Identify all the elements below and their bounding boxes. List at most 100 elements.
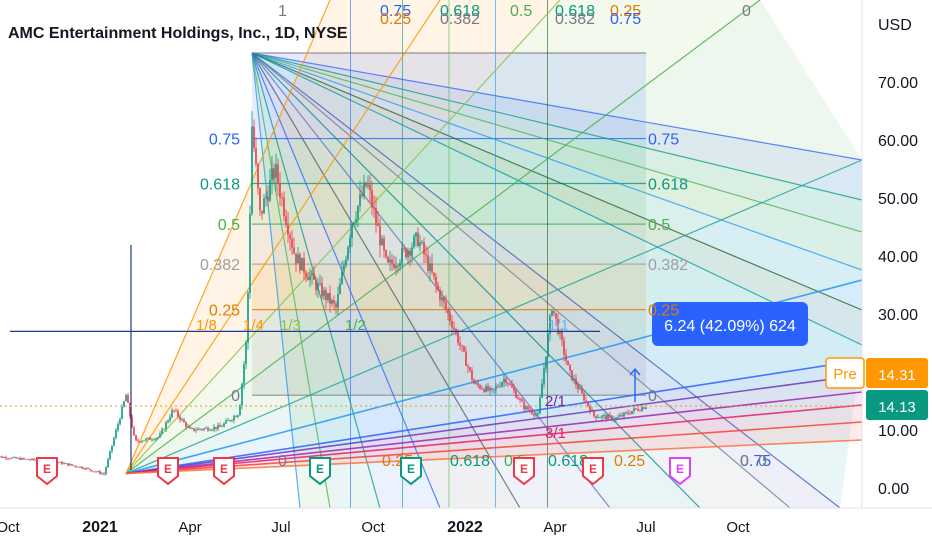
- peak-fan-line[interactable]: [251, 52, 862, 201]
- pre-tag-box: [825, 357, 865, 389]
- chart-title: AMC Entertainment Holdings, Inc., 1D, NY…: [8, 25, 348, 42]
- earnings-marker[interactable]: E: [582, 457, 604, 486]
- origin-fan-line[interactable]: [125, 0, 561, 474]
- earnings-marker[interactable]: E: [400, 457, 422, 486]
- candle-body: [499, 386, 501, 388]
- candle-body: [537, 413, 539, 415]
- retracement-level-label: 0.5: [648, 217, 670, 234]
- earnings-marker[interactable]: E: [513, 457, 535, 486]
- origin-fan-line[interactable]: [125, 374, 862, 475]
- candle-body: [551, 310, 553, 316]
- candle-body: [311, 272, 313, 276]
- candle-body: [493, 388, 495, 390]
- candle-body: [13, 457, 15, 458]
- price-scale[interactable]: USD 70.0060.0050.0040.0030.0020.0010.000…: [878, 17, 918, 498]
- peak-fan-line[interactable]: [251, 52, 862, 161]
- candle-body: [511, 384, 513, 388]
- candle-body: [107, 459, 109, 468]
- peak-fan-line[interactable]: [251, 52, 301, 508]
- fan-top-label: 0.75: [610, 11, 641, 28]
- candle-body: [531, 410, 533, 414]
- peak-fan-line[interactable]: [251, 52, 862, 346]
- origin-fan-line[interactable]: [125, 159, 862, 475]
- candle-body: [289, 234, 291, 239]
- origin-fan-line[interactable]: [125, 0, 441, 474]
- candle-body: [591, 409, 593, 412]
- candle-body: [607, 414, 609, 420]
- candle-body: [513, 387, 515, 391]
- candle-body: [535, 414, 537, 416]
- candle-body: [611, 415, 613, 420]
- fan-bottom-label: 0.75: [740, 453, 771, 470]
- candle-body: [595, 415, 597, 418]
- pre-market-badge[interactable]: Pre 14.31: [825, 357, 928, 389]
- fan-fraction-label: 3/1: [545, 425, 566, 442]
- origin-fan-line[interactable]: [125, 0, 331, 474]
- origin-fan-line[interactable]: [125, 439, 862, 475]
- y-tick-label: 60.00: [878, 133, 918, 150]
- candle-body: [575, 378, 577, 386]
- candle-body: [133, 427, 135, 435]
- candle-body: [323, 290, 325, 297]
- peak-fan-line[interactable]: [251, 52, 862, 311]
- measure-label: 6.24 (42.09%) 624: [664, 318, 796, 335]
- origin-fan-line[interactable]: [125, 421, 862, 475]
- candle-body: [343, 265, 345, 272]
- candle-body: [207, 427, 209, 431]
- candle-body: [325, 290, 327, 300]
- origin-fan-line[interactable]: [125, 0, 761, 474]
- candle-body: [303, 257, 305, 273]
- peak-fan-line[interactable]: [251, 52, 441, 508]
- candle-body: [221, 426, 223, 428]
- candle-body: [487, 386, 489, 391]
- candle-body: [565, 354, 567, 361]
- candle-body: [183, 419, 185, 423]
- candle-body: [471, 370, 473, 380]
- candle-body: [165, 422, 167, 429]
- peak-fan-line[interactable]: [251, 52, 701, 508]
- fan-top-label: 0.5: [510, 3, 532, 20]
- earnings-marker[interactable]: E: [36, 457, 58, 486]
- earnings-letter: E: [164, 462, 172, 476]
- candle-body: [451, 321, 453, 328]
- fan-bottom-label: 0: [740, 453, 749, 470]
- origin-fan-line[interactable]: [125, 359, 862, 475]
- candle-body: [169, 417, 171, 421]
- origin-fan-line[interactable]: [125, 391, 862, 475]
- last-price-badge[interactable]: 14.13: [866, 390, 928, 420]
- candle-body: [549, 315, 551, 334]
- earnings-marker[interactable]: E: [213, 457, 235, 486]
- candle-body: [307, 276, 309, 281]
- candle-body: [447, 309, 449, 314]
- candle-body: [15, 457, 17, 459]
- peak-fan-line[interactable]: [251, 52, 331, 508]
- measure-box[interactable]: [652, 302, 808, 346]
- origin-fan-line[interactable]: [125, 404, 862, 475]
- candle-body: [83, 468, 85, 470]
- earnings-marker[interactable]: E: [669, 457, 691, 486]
- time-scale[interactable]: Oct 2021 Apr Jul Oct 2022 Apr Jul Oct: [0, 519, 750, 536]
- candle-body: [333, 300, 335, 304]
- candle-body: [345, 259, 347, 266]
- earnings-marker[interactable]: E: [309, 457, 331, 486]
- overlays: 6.24 (42.09%) 624: [0, 245, 862, 470]
- candle-body: [579, 388, 581, 390]
- peak-fan-line[interactable]: [251, 52, 862, 271]
- peak-fan-line[interactable]: [251, 52, 611, 508]
- candle-body: [481, 388, 483, 390]
- earnings-badge-icon: [582, 457, 604, 486]
- candle-body: [363, 182, 365, 197]
- candle-body: [449, 313, 451, 322]
- peak-fan-line[interactable]: [251, 52, 521, 508]
- plot-area[interactable]: 6.24 (42.09%) 624 0.75 0.75 0.618 0.618 0.5 0…: [0, 0, 862, 508]
- candle-body: [93, 471, 95, 473]
- earnings-marker[interactable]: E: [157, 457, 179, 486]
- peak-fan-line[interactable]: [251, 52, 862, 233]
- peak-fan-line[interactable]: [251, 52, 791, 508]
- candle-body: [147, 437, 149, 439]
- candle-body: [621, 415, 623, 417]
- candle-body: [115, 430, 117, 439]
- candle-body: [317, 283, 319, 291]
- candle-body: [601, 415, 603, 418]
